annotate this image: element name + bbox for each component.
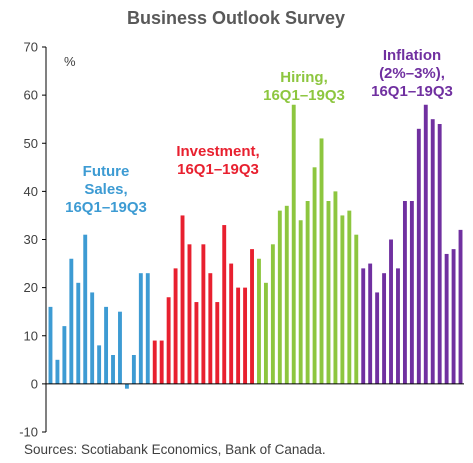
bar	[236, 287, 241, 384]
bars	[46, 104, 464, 389]
bar	[124, 383, 129, 389]
bar	[48, 306, 53, 384]
series-label: Future	[83, 163, 130, 180]
y-tick-label: 30	[24, 232, 38, 247]
y-tick-label: 0	[31, 376, 38, 391]
bar	[444, 253, 449, 384]
bar	[97, 345, 102, 384]
bar	[222, 225, 227, 384]
bar	[437, 124, 442, 384]
bar	[187, 244, 192, 384]
bar	[340, 215, 345, 384]
bar	[166, 297, 171, 384]
chart-title: Business Outlook Survey	[127, 8, 345, 28]
y-tick-label: 70	[24, 40, 38, 55]
series-label: 16Q1–19Q3	[263, 87, 345, 104]
bar	[104, 306, 109, 384]
y-tick-label: -10	[19, 425, 38, 440]
bar	[347, 210, 352, 384]
bar	[257, 258, 261, 384]
bar	[208, 273, 213, 384]
source-note: Sources: Scotiabank Economics, Bank of C…	[24, 442, 326, 457]
bar	[250, 249, 254, 384]
series-label: Sales,	[84, 181, 127, 198]
bar	[180, 215, 185, 384]
y-tick-label: 60	[24, 88, 38, 103]
bar	[145, 273, 150, 384]
y-tick-label: 40	[24, 184, 38, 199]
y-tick-label: 20	[24, 280, 38, 295]
bar	[361, 268, 366, 384]
series-label: 16Q1–19Q3	[65, 199, 147, 216]
series-label: (2%–3%),	[379, 65, 445, 82]
bar	[430, 119, 435, 384]
bar	[319, 138, 324, 384]
bar	[194, 302, 199, 384]
bar	[368, 263, 373, 384]
bar	[312, 167, 317, 384]
bar	[396, 268, 400, 384]
bar	[277, 210, 282, 384]
bar	[284, 205, 289, 384]
y-tick-label: 50	[24, 136, 38, 151]
bar	[423, 104, 428, 384]
bar	[118, 311, 122, 384]
bar	[389, 239, 393, 384]
bar	[458, 229, 463, 384]
series-label: Inflation	[383, 47, 441, 64]
bar	[333, 191, 338, 384]
series-labels: FutureSales,16Q1–19Q3Investment,16Q1–19Q…	[65, 47, 453, 216]
bar	[55, 359, 60, 384]
bar	[229, 263, 234, 384]
bar	[402, 201, 407, 384]
bar	[305, 201, 310, 384]
bar	[263, 282, 268, 384]
bar	[173, 268, 178, 384]
bar	[159, 340, 164, 384]
y-tick-label: 10	[24, 328, 38, 343]
bar	[111, 355, 115, 384]
y-unit-label: %	[64, 54, 76, 69]
bar	[69, 258, 74, 384]
bar	[298, 220, 303, 384]
bar	[354, 234, 359, 384]
bar	[270, 244, 275, 384]
bar	[83, 234, 88, 384]
y-axis: -10 0 10 20 30 40 50 60 70	[19, 40, 47, 440]
bar	[326, 201, 331, 384]
bar	[291, 104, 296, 384]
bar	[152, 340, 157, 384]
bar	[76, 282, 81, 384]
bar	[409, 201, 414, 384]
series-label: 16Q1–19Q3	[177, 161, 259, 178]
bar	[201, 244, 206, 384]
bar	[62, 326, 67, 384]
bar	[375, 292, 380, 384]
bar	[215, 302, 220, 384]
bar	[243, 287, 248, 384]
bar	[131, 355, 136, 384]
bar	[90, 292, 95, 384]
series-label: Investment,	[176, 143, 259, 160]
bar	[416, 128, 421, 384]
bar	[138, 273, 143, 384]
bar	[382, 273, 387, 384]
series-label: 16Q1–19Q3	[371, 83, 453, 100]
series-label: Hiring,	[280, 69, 328, 86]
bar	[451, 249, 456, 384]
